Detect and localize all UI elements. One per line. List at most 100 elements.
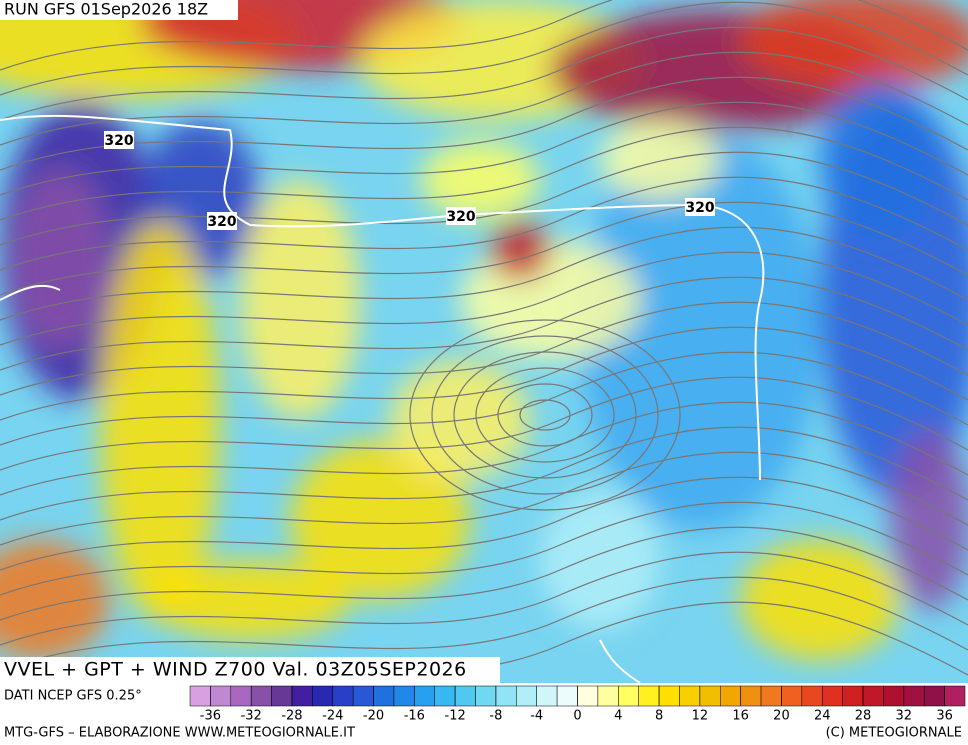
colorbar-cell [312,685,334,707]
streamline [0,126,968,221]
map-title: VVEL + GPT + WIND Z700 Val. 03Z05SEP2026 [4,659,467,681]
contour-label: 320 [685,200,714,216]
streamline [0,551,968,646]
vortex [453,351,637,479]
shade [10,170,110,350]
colorbar-cell [414,685,435,707]
colorbar-cell [883,685,905,707]
vortex [431,335,659,495]
colorbar-cell [352,685,374,707]
streamline [0,476,968,571]
streamline [0,526,968,621]
label-box [104,131,134,149]
streamline [0,201,968,296]
shade [580,130,820,530]
streamline [0,401,968,496]
shade [740,540,900,660]
colorbar-cell [475,685,497,707]
shade [740,0,968,90]
colorbar-cell [862,685,884,707]
streamline [0,276,968,371]
colorbar-cell [720,685,741,707]
run-box [0,0,238,20]
colorbar-tick-label: 36 [936,709,953,724]
shade [290,440,470,600]
colorbar-cell [842,685,864,707]
streamline [0,176,968,271]
colorbar-cell [516,685,537,707]
colorbar-cell [597,685,619,707]
colorbar-cell [271,685,293,707]
streamline [0,376,968,471]
colorbar-cell [536,685,558,707]
colorbar-cell [801,685,823,707]
colorbar-cell [250,685,272,707]
streamline [0,301,968,396]
streamline [0,151,968,246]
colorbar-cell [699,685,721,707]
colorbar-cell [454,685,476,707]
colorbar-tick-label: 24 [814,709,831,724]
colorbar-cell [210,685,232,707]
footer-right: (C) METEOGIORNALE [826,726,962,741]
contour-label: 320 [104,133,133,149]
colorbar-cell [434,685,456,707]
vortex [497,383,593,447]
shade [540,490,660,630]
source-label: DATI NCEP GFS 0.25° [4,689,142,704]
vortex [475,367,615,463]
colorbar-cell [781,685,803,707]
colorbar-tick-label: -20 [363,709,384,724]
streamline [0,451,968,546]
colorbar-cell [291,685,313,707]
colorbar-cell [740,685,762,707]
shade [420,140,540,220]
streamline [0,1,968,96]
colorbar-cell [618,685,639,707]
shade [150,560,350,640]
colorbar-tick-label: 0 [573,709,581,724]
colorbar: -36 -32 -28 -24 -20 -16 -12 -8 -4 0 4 8 12 16 20 24 28 32… [189,685,966,724]
streamline [0,426,968,521]
colorbar-tick-label: 8 [655,709,663,724]
colorbar-tick-label: -16 [404,709,425,724]
streamline [0,101,968,196]
title-box [0,657,500,683]
colorbar-cell [373,685,395,707]
vortex [519,399,571,431]
colorbar-cell [638,685,660,707]
shade [490,220,550,280]
colorbar-cell [760,685,782,707]
colorbar-cell [230,685,252,707]
colorbar-tick-label: 20 [773,709,790,724]
colorbar-cell [821,685,843,707]
shade [600,120,720,200]
label-box [446,207,476,225]
colorbar-tick-label: -24 [322,709,343,724]
colorbar-cell [332,685,354,707]
vortex [409,319,681,511]
colorbar-tick-label: -12 [445,709,466,724]
colorbar-tick-label: -32 [241,709,262,724]
streamline [0,326,968,421]
colorbar-tick-label: 16 [732,709,749,724]
shade [820,80,940,240]
colorbar-cell [189,685,211,707]
colorbar-cell [679,685,701,707]
streamline [0,226,968,321]
contour-label: 320 [446,209,475,225]
colorbar-tick-label: -36 [200,709,221,724]
colorbar-cell [903,685,925,707]
map: 320 320 320 320 [0,0,968,683]
footer-left: MTG-GFS – ELABORAZIONE WWW.METEOGIORNALE… [4,726,355,741]
colorbar-tick-label: 12 [692,709,709,724]
colorbar-cell [495,685,517,707]
colorbar-cell [923,685,945,707]
label-box [207,212,237,230]
streamline [0,501,968,596]
colorbar-cell [577,685,599,707]
contour-labels: 320 320 320 320 [104,131,715,230]
colorbar-tick-label: -8 [489,709,502,724]
run-label: RUN GFS 01Sep2026 18Z [4,0,208,19]
